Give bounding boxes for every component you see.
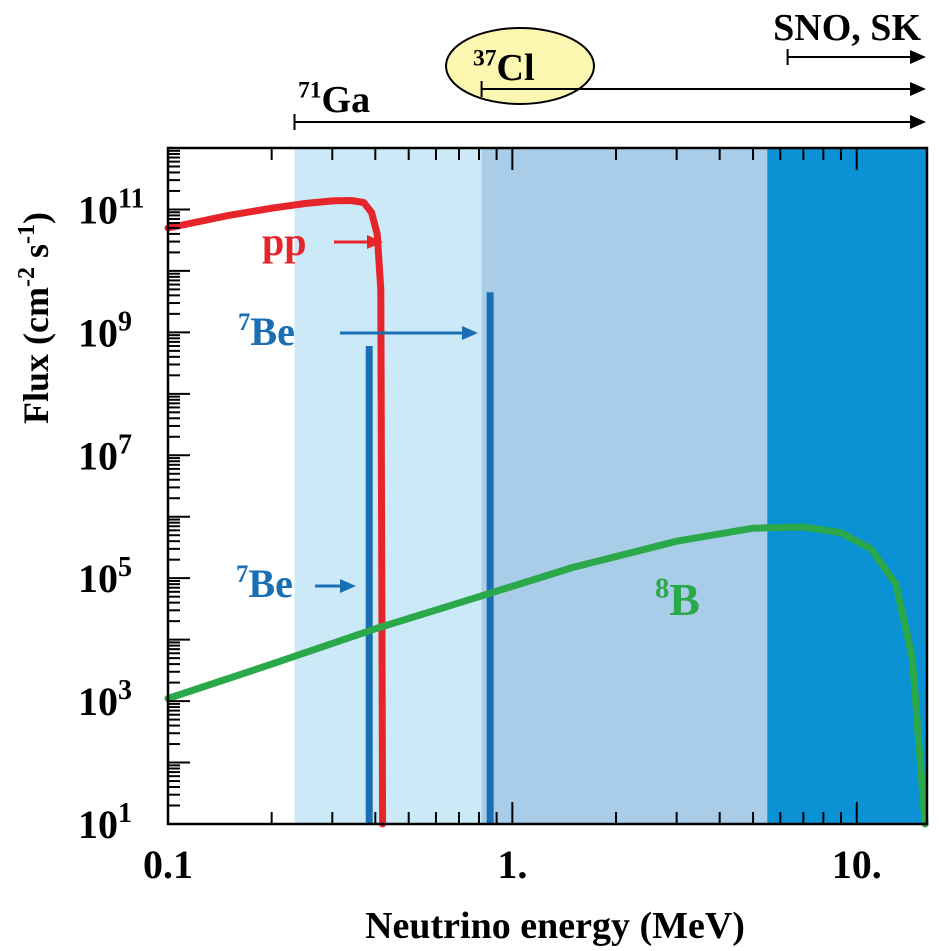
ga-arrow	[294, 115, 926, 129]
cl-ellipse	[445, 27, 595, 105]
cl-arrow	[481, 82, 926, 96]
y-axis-label: Flux (cm-2 s-1)	[14, 212, 56, 424]
be7-arrow-lower	[315, 579, 356, 593]
detector-thresholds: 71Ga 37Cl SNO, SK	[293, 7, 926, 130]
x-tick-label: 10.	[832, 842, 882, 887]
b8-label: 8B	[655, 574, 700, 625]
be7-label-lower: 7Be	[236, 561, 293, 606]
y-tick-label: 103	[78, 675, 132, 724]
pp-arrow	[334, 235, 383, 249]
sno-sk-label: SNO, SK	[773, 7, 921, 49]
y-tick-label: 109	[78, 306, 132, 355]
ga-label: 71Ga	[298, 78, 370, 121]
pp-label: pp	[262, 219, 307, 264]
be7-label-upper: 7Be	[238, 309, 295, 354]
x-tick-label: 1.	[497, 842, 527, 887]
sno-arrow	[787, 50, 926, 64]
series-8B-line	[164, 523, 929, 828]
y-tick-label: 105	[78, 552, 132, 601]
be7-arrow-upper	[340, 326, 478, 340]
x-tick-label: 0.1	[143, 842, 193, 887]
axis-tick-labels: 0.1 1. 10. 101 103 105 107 109 1011	[78, 183, 882, 887]
band-2	[767, 148, 927, 824]
y-tick-label: 107	[78, 429, 132, 478]
x-axis-label: Neutrino energy (MeV)	[365, 905, 745, 947]
y-tick-label: 1011	[78, 183, 144, 232]
plot-frame	[166, 146, 929, 826]
series-layer	[164, 197, 929, 828]
curve-annotations: pp 7Be 7Be 8B	[236, 219, 700, 625]
series-pp-line	[164, 197, 387, 828]
axis-ticks	[167, 147, 858, 825]
y-tick-label: 101	[78, 798, 132, 847]
threshold-bands	[294, 148, 928, 824]
cl-label: 37Cl	[473, 46, 535, 89]
